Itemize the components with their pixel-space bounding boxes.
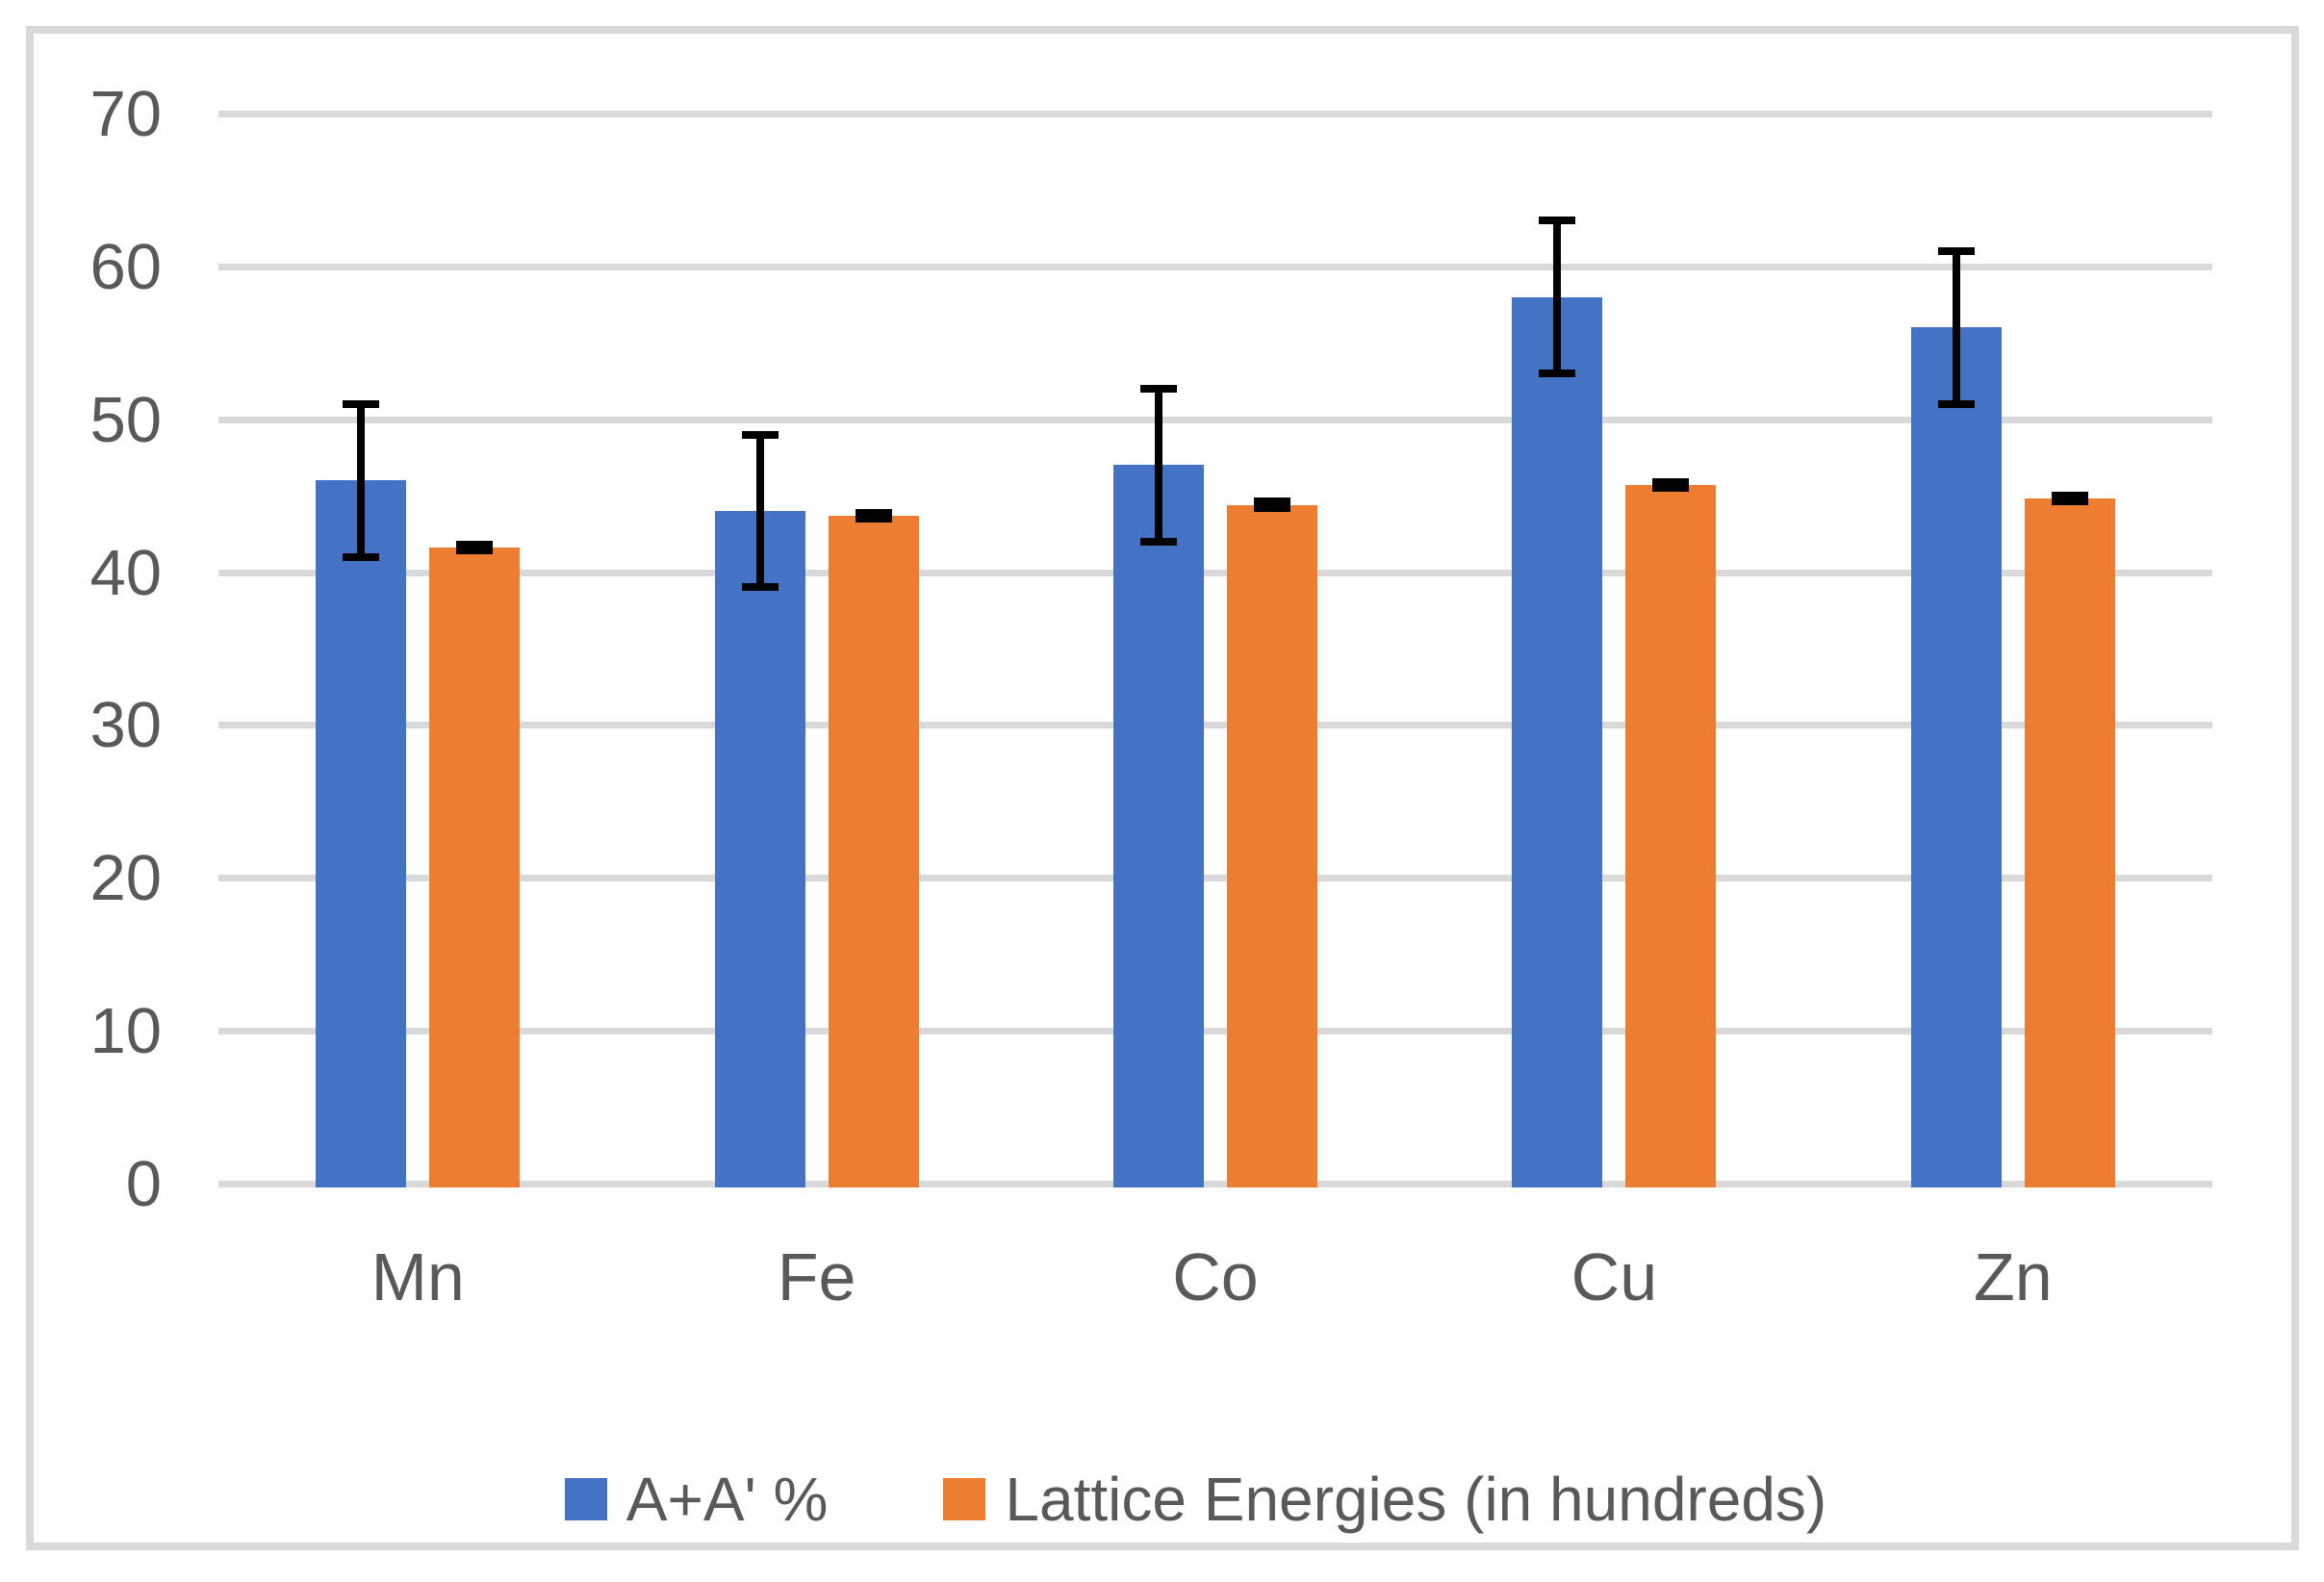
error-bar-cap-bottom	[1539, 370, 1576, 378]
y-gridline	[218, 875, 2212, 882]
error-bar-cap-top	[1254, 498, 1290, 506]
y-axis-tick-label: 10	[89, 995, 162, 1068]
bar-series-2	[1227, 504, 1317, 1187]
y-gridline	[218, 1181, 2212, 1187]
error-bar-cap-top	[456, 540, 494, 549]
error-bar-line	[755, 434, 764, 588]
bar-series-1	[1910, 327, 2002, 1187]
error-bar-line	[1155, 388, 1162, 542]
legend: A+A' % Lattice Energies (in hundreds)	[34, 1456, 2324, 1543]
error-bar-cap-top	[1140, 384, 1177, 393]
error-bar-cap-bottom	[741, 583, 779, 592]
x-axis-tick-label: Fe	[777, 1239, 856, 1314]
error-bar-cap-bottom	[456, 547, 494, 555]
y-axis-tick-label: 70	[89, 78, 162, 150]
y-gridline	[218, 416, 2212, 423]
error-bar-cap-top	[1652, 477, 1690, 486]
y-axis-tick-label: 0	[125, 1148, 162, 1220]
error-bar-cap-bottom	[1254, 503, 1290, 512]
x-axis-tick-label: Cu	[1571, 1239, 1658, 1314]
error-bar-cap-top	[1937, 246, 1975, 255]
y-gridline	[218, 1028, 2212, 1035]
x-axis-tick-label: Co	[1172, 1239, 1259, 1314]
error-bar-cap-bottom	[2051, 498, 2088, 506]
legend-label: A+A' %	[626, 1465, 829, 1534]
bar-series-1	[1512, 296, 1603, 1187]
y-gridline	[218, 263, 2212, 270]
error-bar-cap-top	[2051, 492, 2088, 500]
error-bar-cap-bottom	[1937, 399, 1975, 408]
y-gridline	[218, 722, 2212, 729]
x-axis-tick-label: Zn	[1973, 1239, 2053, 1314]
error-bar-cap-bottom	[343, 552, 380, 561]
y-axis-tick-label: 40	[89, 536, 162, 609]
bar-series-2	[828, 515, 919, 1187]
legend-label: Lattice Energies (in hundreds)	[1005, 1465, 1827, 1534]
error-bar-cap-bottom	[855, 514, 892, 523]
legend-item: Lattice Energies (in hundreds)	[943, 1465, 1826, 1534]
error-bar-cap-top	[1539, 217, 1576, 225]
y-gridline	[218, 569, 2212, 576]
legend-swatch-icon	[943, 1478, 986, 1520]
error-bar-cap-bottom	[1140, 537, 1177, 546]
error-bar-cap-top	[855, 508, 892, 517]
bar-series-1	[1113, 465, 1204, 1187]
error-bar-line	[357, 403, 366, 557]
y-axis-tick-label: 50	[89, 383, 162, 456]
chart-frame: 0 10 20 30 40 50 60 70 Mn Fe Co Cu Zn A+A' % Lattice …	[26, 26, 2299, 1550]
bar-series-2	[2024, 498, 2115, 1187]
error-bar-line	[1553, 220, 1562, 374]
y-axis-tick-label: 30	[89, 689, 162, 762]
error-bar-cap-top	[741, 430, 779, 439]
y-gridline	[218, 111, 2212, 117]
legend-swatch-icon	[564, 1478, 607, 1520]
error-bar-cap-bottom	[1652, 484, 1690, 493]
y-axis-tick-label: 20	[89, 842, 162, 915]
bar-series-1	[714, 511, 805, 1187]
legend-item: A+A' %	[564, 1465, 829, 1534]
y-axis-tick-label: 60	[89, 230, 162, 303]
error-bar-cap-top	[343, 399, 380, 408]
bar-series-2	[1625, 485, 1717, 1187]
x-axis-tick-label: Mn	[370, 1239, 465, 1314]
bar-series-1	[316, 480, 407, 1187]
error-bar-line	[1952, 250, 1960, 404]
bar-series-2	[429, 548, 521, 1187]
